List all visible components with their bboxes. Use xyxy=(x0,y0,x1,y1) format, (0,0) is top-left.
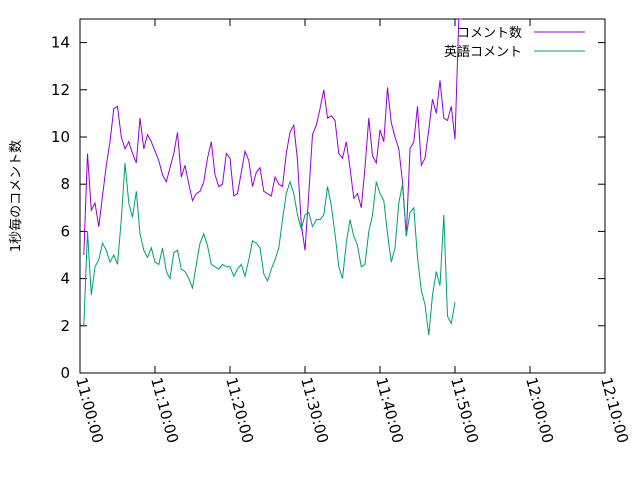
x-tick-label: 12:00:00 xyxy=(522,375,557,445)
y-tick-label: 8 xyxy=(60,175,70,193)
x-tick-label: 11:20:00 xyxy=(222,375,257,445)
y-tick-label: 0 xyxy=(60,364,70,382)
axes: 0 2 4 6 8 10 12 14 11:00:00 11:10:00 11:20:00 11:30… xyxy=(51,19,632,445)
y-tick-label: 6 xyxy=(60,222,70,240)
x-tick-label: 12:10:00 xyxy=(597,375,632,445)
series-line-1 xyxy=(83,18,463,256)
y-tick-label: 10 xyxy=(51,128,70,146)
y-tick-label: 4 xyxy=(60,270,70,288)
x-tick-label: 11:00:00 xyxy=(72,375,107,445)
y-axis-label: 1秒毎のコメント数 xyxy=(8,140,24,252)
y-tick-label: 2 xyxy=(60,317,70,335)
series-line-2 xyxy=(83,162,456,336)
x-tick-label: 11:10:00 xyxy=(147,375,182,445)
legend-label-2: 英語コメント xyxy=(444,44,522,60)
y-tick-label: 14 xyxy=(51,34,70,52)
series-layer xyxy=(83,18,463,336)
x-tick-label: 11:30:00 xyxy=(297,375,332,445)
legend-label-1: コメント数 xyxy=(457,26,522,41)
plot-frame xyxy=(79,18,606,374)
y-tick-label: 12 xyxy=(51,81,70,99)
x-tick-label: 11:50:00 xyxy=(447,375,482,445)
x-tick-label: 11:40:00 xyxy=(372,375,407,445)
